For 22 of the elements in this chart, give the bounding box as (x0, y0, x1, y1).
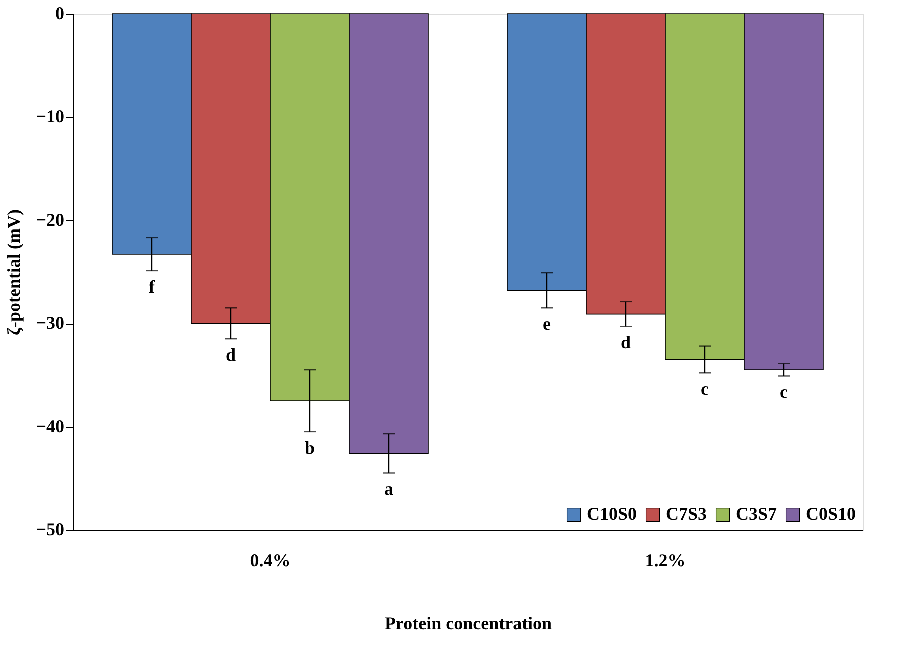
x-tick-label: 0.4% (250, 550, 291, 570)
data-label: c (701, 379, 709, 400)
legend-label: C0S10 (806, 504, 856, 524)
legend-label: C3S7 (736, 504, 778, 524)
data-label: d (620, 332, 632, 353)
x-tick-label: 1.2% (645, 550, 686, 570)
data-label: f (149, 276, 156, 297)
y-tick-label: −10 (36, 106, 64, 127)
x-axis-title: Protein concentration (384, 614, 552, 634)
y-tick-label: −30 (36, 313, 64, 334)
data-label: e (543, 314, 551, 334)
y-tick-label: −20 (36, 210, 64, 230)
data-label: d (226, 345, 236, 366)
legend-label: C7S3 (666, 504, 708, 524)
data-label: c (780, 382, 788, 402)
y-tick-label: −40 (36, 416, 64, 436)
data-label: b (304, 438, 316, 458)
y-tick-label: −50 (36, 520, 64, 540)
y-axis-title: ζ-potential (mV) (4, 210, 24, 336)
data-label: a (384, 479, 394, 500)
legend-label: C10S0 (587, 504, 638, 524)
y-tick-label: 0 (56, 4, 64, 24)
